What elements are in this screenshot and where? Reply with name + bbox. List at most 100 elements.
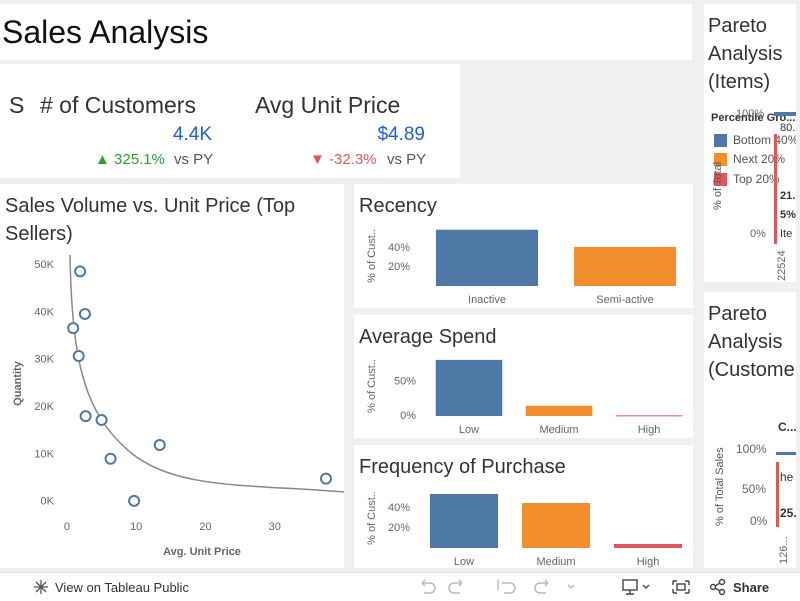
bar-panel: 0% 50% % of Cust.. Low Medium High Average Sp… <box>354 315 693 438</box>
y-tick-label: 20% <box>388 261 410 273</box>
bar-panel: 20% 40% % of Cust.. Low Medium High Frequency… <box>354 445 693 568</box>
y-tick-label: 40% <box>388 242 410 254</box>
pareto-panel: Pareto Analysis (Custome C... % of Total… <box>704 292 796 568</box>
y-tick-label: 30K <box>34 354 54 366</box>
y-tick-label: 10K <box>34 448 54 460</box>
share-button[interactable]: Share <box>733 580 770 595</box>
data-point <box>319 472 332 485</box>
kpi-change: ▼ -32.3% <box>310 151 377 168</box>
kpi-value: $4.89 <box>377 124 425 145</box>
tableau-icon <box>34 580 48 594</box>
y-tick-label: 40% <box>388 502 410 514</box>
y-tick-label: 0K <box>41 496 55 508</box>
x-tick-label: Low <box>454 556 474 568</box>
axis-title: % of Cust.. <box>366 491 378 545</box>
chart-title: Pareto Analysis (Items) <box>708 15 783 93</box>
bar <box>429 494 499 548</box>
x-tick-label: High <box>637 556 660 568</box>
data-label: 25. <box>780 506 796 520</box>
data-label: Ite <box>780 228 793 240</box>
axis-title: Quantity <box>12 360 24 405</box>
kpi-comparison: vs PY <box>387 151 427 168</box>
chart-title: Frequency of Purchase <box>359 456 566 478</box>
data-point <box>74 265 87 278</box>
bar-chart: 20% 40% % of Cust.. Low Medium High <box>366 491 683 568</box>
toolbar: View on Tableau Public Share <box>0 572 800 601</box>
data-label: 5% <box>780 209 796 221</box>
history-icons <box>421 579 575 594</box>
x-tick-label: Medium <box>536 556 575 568</box>
pareto-panel: Pareto Analysis (Items) Percentile Gro..… <box>704 4 796 282</box>
legend-swatch <box>714 173 727 186</box>
data-point <box>67 322 80 335</box>
toolbar-icons <box>34 578 726 596</box>
x-tick-label: High <box>638 424 661 436</box>
data-label: 21. <box>780 190 796 202</box>
bar <box>435 359 503 416</box>
kpi-label: # of Customers <box>40 92 196 118</box>
legend-label: Top 20% <box>733 172 780 186</box>
legend-label: Next 20% <box>733 152 786 166</box>
action-icons <box>622 578 726 596</box>
view-link[interactable]: View on Tableau Public <box>55 580 189 595</box>
pareto-line <box>776 452 796 455</box>
x-tick-label: Medium <box>539 424 578 436</box>
bar <box>435 229 539 286</box>
y-tick-label: 0% <box>750 228 766 240</box>
axis-title: % of Total <box>712 161 724 210</box>
y-tick-label: 100% <box>736 442 767 456</box>
dashboard-title: Sales Analysis <box>2 14 209 50</box>
x-tick-label: Inactive <box>468 294 506 306</box>
bar <box>525 405 593 416</box>
x-tick-label: 10 <box>130 521 142 533</box>
bar-panel: 20% 40% % of Cust.. Inactive Semi-active Rec… <box>354 184 693 308</box>
pareto-line <box>774 112 796 116</box>
x-tick-label: 20 <box>199 521 211 533</box>
bar <box>573 246 677 286</box>
x-tick-label: Low <box>459 424 479 436</box>
bar <box>521 503 591 548</box>
y-tick-label: 100% <box>736 108 765 120</box>
legend-title: C... <box>778 420 796 434</box>
scatter-chart: 0K 10K 20K 30K 40K 50K 0 10 20 30 Avg. Unit Price Q… <box>12 254 344 558</box>
kpi-change: ▲ 325.1% <box>95 151 165 168</box>
data-point <box>78 307 91 320</box>
x-tick-label: 22524 <box>776 250 788 281</box>
x-tick-label: 126... <box>778 536 790 564</box>
x-tick-label: Semi-active <box>596 294 653 306</box>
bar-chart: 20% 40% % of Cust.. Inactive Semi-active <box>366 229 677 306</box>
pareto-bar <box>774 134 777 244</box>
data-point <box>104 452 117 465</box>
data-point <box>153 439 166 452</box>
chart-title: Average Spend <box>359 326 497 348</box>
kpi-panel: S # of Customers 4.4K ▲ 325.1% vs PY Avg… <box>0 64 460 178</box>
x-tick-label: 0 <box>64 521 70 533</box>
scatter-panel: 0K 10K 20K 30K 40K 50K 0 10 20 30 Avg. Unit Price Q… <box>0 184 344 568</box>
y-tick-label: 0% <box>400 410 416 422</box>
bar-chart: 0% 50% % of Cust.. Low Medium High <box>366 359 683 436</box>
data-label: 80. <box>780 122 796 134</box>
axis-title: % of Total Sales <box>714 447 726 526</box>
axis-title: Avg. Unit Price <box>163 546 241 558</box>
kpi-label: S <box>9 92 25 118</box>
y-tick-label: 40K <box>34 306 54 318</box>
legend-label: Bottom 40% <box>733 133 796 147</box>
x-tick-label: 30 <box>269 521 281 533</box>
data-point <box>79 410 92 423</box>
data-point <box>128 494 141 507</box>
data-label: he <box>780 470 794 484</box>
chart-title: Pareto Analysis (Custome <box>708 303 795 381</box>
y-tick-label: 50K <box>34 259 54 271</box>
axis-title: % of Cust.. <box>366 229 378 283</box>
axis-title: % of Cust.. <box>366 359 378 413</box>
title-panel: Sales Analysis <box>0 4 692 60</box>
y-tick-label: 50% <box>742 482 767 496</box>
data-point <box>72 350 85 363</box>
data-point <box>95 413 108 426</box>
trend-line <box>69 254 344 493</box>
pareto-bar <box>776 462 779 527</box>
bar <box>615 415 683 417</box>
y-tick-label: 0% <box>750 514 768 528</box>
